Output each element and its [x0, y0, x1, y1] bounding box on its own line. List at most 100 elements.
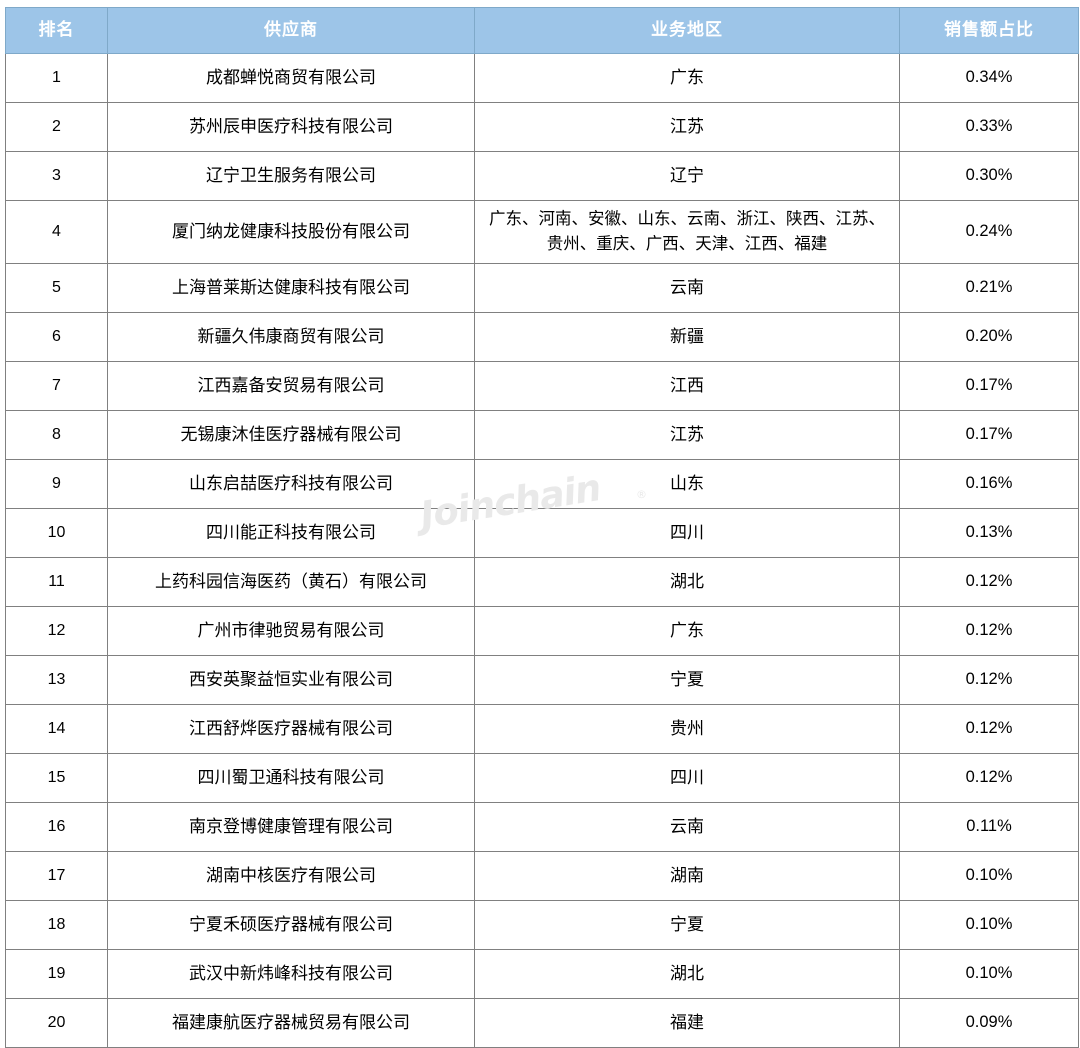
cell-share: 0.13% — [899, 508, 1079, 558]
cell-region: 广东、河南、安徽、山东、云南、浙江、陕西、江苏、贵州、重庆、广西、天津、江西、福… — [474, 200, 900, 264]
cell-supplier: 江西舒烨医疗器械有限公司 — [107, 704, 475, 754]
cell-region: 云南 — [474, 263, 900, 313]
cell-region: 湖北 — [474, 557, 900, 607]
cell-supplier: 成都蝉悦商贸有限公司 — [107, 53, 475, 103]
cell-share: 0.21% — [899, 263, 1079, 313]
table-row: 4 厦门纳龙健康科技股份有限公司 广东、河南、安徽、山东、云南、浙江、陕西、江苏、贵… — [5, 200, 1079, 264]
cell-rank: 2 — [5, 102, 108, 152]
cell-rank: 18 — [5, 900, 108, 950]
table-row: 15 四川蜀卫通科技有限公司 四川 0.12% — [5, 753, 1079, 803]
cell-rank: 8 — [5, 410, 108, 460]
cell-region: 江苏 — [474, 410, 900, 460]
table-body: 1 成都蝉悦商贸有限公司 广东 0.34% 2 苏州辰申医疗科技有限公司 江苏 0.33% 3 辽… — [5, 53, 1079, 1048]
cell-supplier: 无锡康沐佳医疗器械有限公司 — [107, 410, 475, 460]
cell-rank: 4 — [5, 200, 108, 264]
cell-region: 广东 — [474, 53, 900, 103]
cell-region: 福建 — [474, 998, 900, 1048]
cell-region: 江苏 — [474, 102, 900, 152]
cell-share: 0.17% — [899, 410, 1079, 460]
column-header-region: 业务地区 — [474, 7, 900, 54]
cell-supplier: 广州市律驰贸易有限公司 — [107, 606, 475, 656]
cell-rank: 19 — [5, 949, 108, 999]
table-row: 2 苏州辰申医疗科技有限公司 江苏 0.33% — [5, 102, 1079, 152]
cell-share: 0.24% — [899, 200, 1079, 264]
table-row: 12 广州市律驰贸易有限公司 广东 0.12% — [5, 606, 1079, 656]
cell-share: 0.12% — [899, 606, 1079, 656]
table-row: 17 湖南中核医疗有限公司 湖南 0.10% — [5, 851, 1079, 901]
cell-rank: 10 — [5, 508, 108, 558]
cell-share: 0.11% — [899, 802, 1079, 852]
supplier-ranking-table: 排名 供应商 业务地区 销售额占比 1 成都蝉悦商贸有限公司 广东 0.34% 2 苏州辰… — [5, 7, 1079, 1048]
supplier-ranking-table-container: 排名 供应商 业务地区 销售额占比 1 成都蝉悦商贸有限公司 广东 0.34% 2 苏州辰… — [5, 7, 1079, 1048]
cell-supplier: 上药科园信海医药（黄石）有限公司 — [107, 557, 475, 607]
table-row: 13 西安英聚益恒实业有限公司 宁夏 0.12% — [5, 655, 1079, 705]
cell-share: 0.34% — [899, 53, 1079, 103]
cell-share: 0.12% — [899, 557, 1079, 607]
table-row: 1 成都蝉悦商贸有限公司 广东 0.34% — [5, 53, 1079, 103]
cell-share: 0.12% — [899, 655, 1079, 705]
table-row: 9 山东启喆医疗科技有限公司 山东 0.16% — [5, 459, 1079, 509]
cell-region: 湖北 — [474, 949, 900, 999]
cell-share: 0.10% — [899, 851, 1079, 901]
table-row: 18 宁夏禾硕医疗器械有限公司 宁夏 0.10% — [5, 900, 1079, 950]
cell-region: 云南 — [474, 802, 900, 852]
cell-rank: 15 — [5, 753, 108, 803]
cell-rank: 12 — [5, 606, 108, 656]
cell-share: 0.30% — [899, 151, 1079, 201]
cell-supplier: 新疆久伟康商贸有限公司 — [107, 312, 475, 362]
cell-supplier: 四川蜀卫通科技有限公司 — [107, 753, 475, 803]
cell-rank: 20 — [5, 998, 108, 1048]
cell-share: 0.12% — [899, 753, 1079, 803]
cell-supplier: 辽宁卫生服务有限公司 — [107, 151, 475, 201]
column-header-supplier: 供应商 — [107, 7, 475, 54]
cell-rank: 13 — [5, 655, 108, 705]
cell-region: 宁夏 — [474, 900, 900, 950]
cell-supplier: 武汉中新炜峰科技有限公司 — [107, 949, 475, 999]
cell-share: 0.20% — [899, 312, 1079, 362]
cell-supplier: 福建康航医疗器械贸易有限公司 — [107, 998, 475, 1048]
column-header-rank: 排名 — [5, 7, 108, 54]
cell-supplier: 江西嘉备安贸易有限公司 — [107, 361, 475, 411]
table-row: 20 福建康航医疗器械贸易有限公司 福建 0.09% — [5, 998, 1079, 1048]
cell-share: 0.33% — [899, 102, 1079, 152]
cell-region: 江西 — [474, 361, 900, 411]
cell-supplier: 南京登博健康管理有限公司 — [107, 802, 475, 852]
cell-supplier: 上海普莱斯达健康科技有限公司 — [107, 263, 475, 313]
table-row: 8 无锡康沐佳医疗器械有限公司 江苏 0.17% — [5, 410, 1079, 460]
cell-rank: 1 — [5, 53, 108, 103]
cell-region: 辽宁 — [474, 151, 900, 201]
cell-region: 宁夏 — [474, 655, 900, 705]
table-row: 7 江西嘉备安贸易有限公司 江西 0.17% — [5, 361, 1079, 411]
cell-rank: 6 — [5, 312, 108, 362]
cell-rank: 9 — [5, 459, 108, 509]
table-header: 排名 供应商 业务地区 销售额占比 — [5, 7, 1079, 54]
table-row: 3 辽宁卫生服务有限公司 辽宁 0.30% — [5, 151, 1079, 201]
cell-supplier: 湖南中核医疗有限公司 — [107, 851, 475, 901]
cell-region: 湖南 — [474, 851, 900, 901]
cell-rank: 14 — [5, 704, 108, 754]
cell-share: 0.10% — [899, 900, 1079, 950]
table-row: 10 四川能正科技有限公司 四川 0.13% — [5, 508, 1079, 558]
cell-supplier: 宁夏禾硕医疗器械有限公司 — [107, 900, 475, 950]
cell-supplier: 四川能正科技有限公司 — [107, 508, 475, 558]
cell-supplier: 苏州辰申医疗科技有限公司 — [107, 102, 475, 152]
column-header-share: 销售额占比 — [899, 7, 1079, 54]
cell-share: 0.17% — [899, 361, 1079, 411]
cell-share: 0.10% — [899, 949, 1079, 999]
cell-supplier: 山东启喆医疗科技有限公司 — [107, 459, 475, 509]
cell-share: 0.16% — [899, 459, 1079, 509]
table-row: 6 新疆久伟康商贸有限公司 新疆 0.20% — [5, 312, 1079, 362]
table-row: 16 南京登博健康管理有限公司 云南 0.11% — [5, 802, 1079, 852]
table-header-row: 排名 供应商 业务地区 销售额占比 — [5, 7, 1079, 54]
cell-rank: 11 — [5, 557, 108, 607]
cell-rank: 17 — [5, 851, 108, 901]
cell-region: 四川 — [474, 508, 900, 558]
cell-region: 山东 — [474, 459, 900, 509]
cell-supplier: 厦门纳龙健康科技股份有限公司 — [107, 200, 475, 264]
cell-rank: 5 — [5, 263, 108, 313]
table-row: 11 上药科园信海医药（黄石）有限公司 湖北 0.12% — [5, 557, 1079, 607]
cell-share: 0.09% — [899, 998, 1079, 1048]
cell-region: 广东 — [474, 606, 900, 656]
table-row: 14 江西舒烨医疗器械有限公司 贵州 0.12% — [5, 704, 1079, 754]
cell-share: 0.12% — [899, 704, 1079, 754]
